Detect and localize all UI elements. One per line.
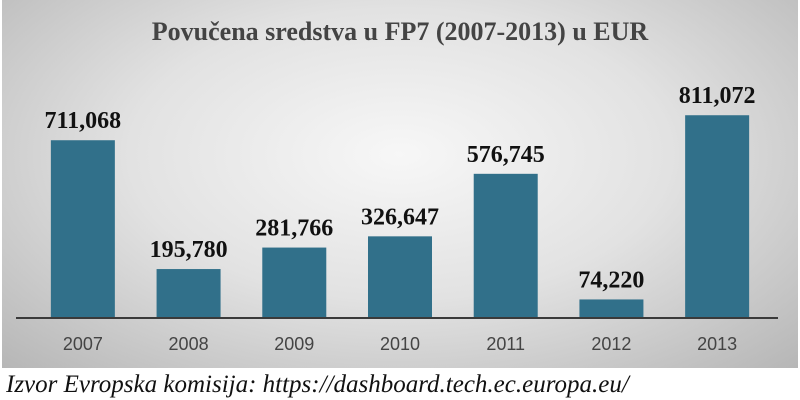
bar-chart: Povučena sredstva u FP7 (2007-2013) u EU… xyxy=(16,17,778,354)
data-label-2008: 195,780 xyxy=(150,237,228,263)
labels-layer: 711,068 2007 195,780 2008 281,766 2009 326,647… xyxy=(45,83,756,354)
data-label-2011: 576,745 xyxy=(467,142,545,168)
chart-title: Povučena sredstva u FP7 (2007-2013) u EU… xyxy=(152,17,649,46)
bar-2011 xyxy=(473,173,538,318)
bar-2007 xyxy=(50,140,115,318)
bar-2013 xyxy=(685,115,750,319)
data-label-2009: 281,766 xyxy=(255,216,333,242)
bars-layer xyxy=(50,115,750,319)
data-label-2013: 811,072 xyxy=(679,83,756,109)
data-label-2007: 711,068 xyxy=(45,108,122,134)
x-tick-label-2012: 2012 xyxy=(591,334,631,354)
bar-2010 xyxy=(368,236,432,318)
chart-panel: Povučena sredstva u FP7 (2007-2013) u EU… xyxy=(2,0,798,368)
x-tick-label-2008: 2008 xyxy=(169,334,209,354)
x-tick-label-2011: 2011 xyxy=(486,334,525,354)
x-tick-label-2009: 2009 xyxy=(274,334,314,354)
x-tick-label-2010: 2010 xyxy=(380,334,420,354)
x-tick-label-2013: 2013 xyxy=(697,334,737,354)
data-label-2012: 74,220 xyxy=(578,267,644,293)
bar-2008 xyxy=(156,269,221,318)
x-tick-label-2007: 2007 xyxy=(63,334,103,354)
data-label-2010: 326,647 xyxy=(361,204,439,230)
bar-2012 xyxy=(579,299,644,318)
bar-2009 xyxy=(262,247,327,318)
source-note: Izvor Evropska komisija: https://dashboa… xyxy=(6,371,629,398)
